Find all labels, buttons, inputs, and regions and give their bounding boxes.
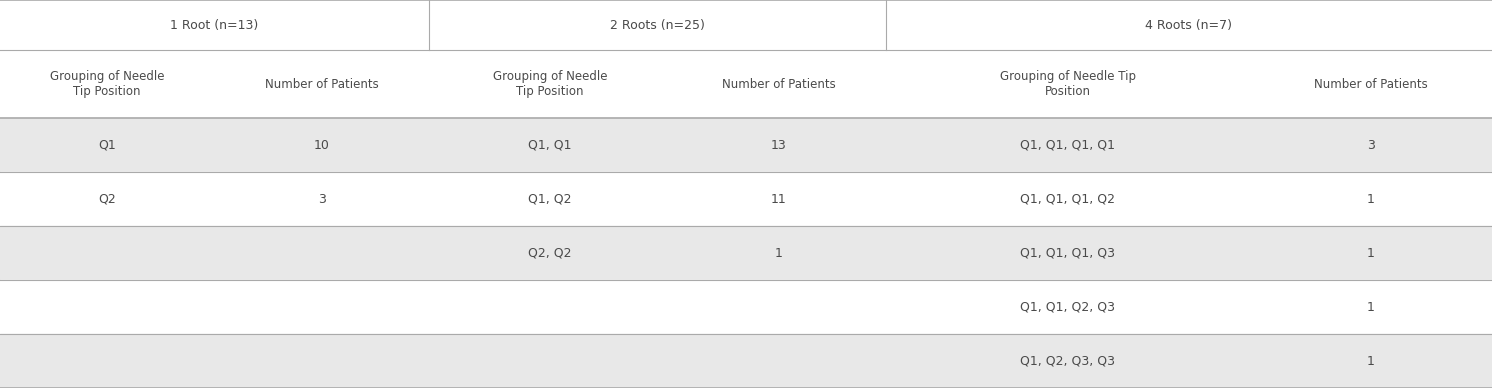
Bar <box>0 280 1492 334</box>
Text: Grouping of Needle
Tip Position: Grouping of Needle Tip Position <box>492 70 607 99</box>
Text: Q1: Q1 <box>98 139 116 152</box>
Bar <box>0 50 1492 118</box>
Text: 2 Roots (n=25): 2 Roots (n=25) <box>610 19 704 32</box>
Text: Q1, Q1, Q1, Q1: Q1, Q1, Q1, Q1 <box>1021 139 1115 152</box>
Bar <box>0 0 1492 50</box>
Text: 1: 1 <box>774 247 783 260</box>
Text: 1: 1 <box>1367 193 1374 206</box>
Text: Q1, Q1, Q1, Q2: Q1, Q1, Q1, Q2 <box>1021 193 1115 206</box>
Text: Q2: Q2 <box>98 193 116 206</box>
Text: 1: 1 <box>1367 355 1374 367</box>
Text: Number of Patients: Number of Patients <box>1314 78 1428 91</box>
Text: Number of Patients: Number of Patients <box>266 78 379 91</box>
Text: 13: 13 <box>771 139 786 152</box>
Text: 11: 11 <box>771 193 786 206</box>
Text: Q2, Q2: Q2, Q2 <box>528 247 571 260</box>
Text: 10: 10 <box>313 139 330 152</box>
Bar <box>0 334 1492 388</box>
Text: Grouping of Needle
Tip Position: Grouping of Needle Tip Position <box>51 70 164 99</box>
Text: Grouping of Needle Tip
Position: Grouping of Needle Tip Position <box>1000 70 1135 99</box>
Text: Q1, Q2, Q3, Q3: Q1, Q2, Q3, Q3 <box>1021 355 1115 367</box>
Text: Q1, Q2: Q1, Q2 <box>528 193 571 206</box>
Bar <box>0 226 1492 280</box>
Text: 3: 3 <box>318 193 325 206</box>
Text: 3: 3 <box>1367 139 1374 152</box>
Text: Number of Patients: Number of Patients <box>722 78 836 91</box>
Text: Q1, Q1, Q1, Q3: Q1, Q1, Q1, Q3 <box>1021 247 1115 260</box>
Bar <box>0 172 1492 226</box>
Text: 1: 1 <box>1367 301 1374 314</box>
Text: 4 Roots (n=7): 4 Roots (n=7) <box>1146 19 1232 32</box>
Text: 1: 1 <box>1367 247 1374 260</box>
Text: Q1, Q1, Q2, Q3: Q1, Q1, Q2, Q3 <box>1021 301 1115 314</box>
Bar <box>0 118 1492 172</box>
Text: 1 Root (n=13): 1 Root (n=13) <box>170 19 258 32</box>
Text: Q1, Q1: Q1, Q1 <box>528 139 571 152</box>
